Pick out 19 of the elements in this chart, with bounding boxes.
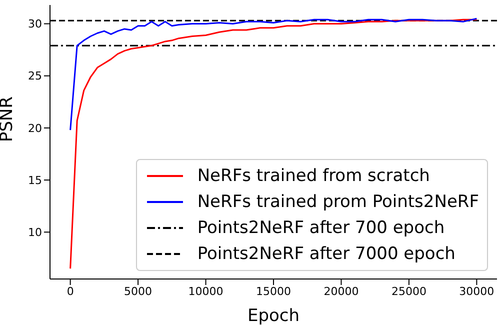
x-tick-label: 10000 [188, 284, 224, 298]
x-axis-title: Epoch [247, 306, 300, 325]
x-tick-label: 5000 [124, 284, 152, 298]
x-tick-label: 30000 [459, 284, 494, 298]
legend-label: NeRFs trained from scratch [197, 166, 430, 186]
legend-label: Points2NeRF after 700 epoch [197, 218, 445, 238]
y-tick-label: 20 [28, 122, 42, 135]
y-tick-label: 15 [28, 174, 42, 187]
legend-label: Points2NeRF after 7000 epoch [197, 244, 456, 264]
line-series [70, 18, 478, 270]
x-tick-label: 15000 [256, 284, 291, 298]
y-tick-label: 25 [28, 70, 42, 83]
y-tick-label: 30 [28, 18, 42, 31]
line-series [70, 18, 478, 131]
x-tick-label: 20000 [324, 284, 359, 298]
x-tick-label: 0 [66, 284, 74, 298]
y-tick-label: 10 [28, 226, 42, 240]
x-tick-label: 25000 [391, 284, 426, 298]
legend-label: NeRFs trained prom Points2NeRF [197, 192, 479, 212]
